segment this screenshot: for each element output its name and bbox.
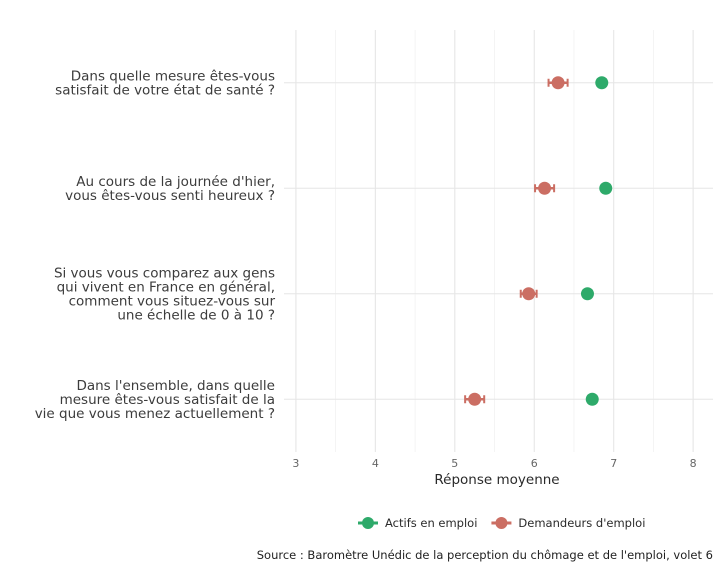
y-axis-labels: Dans quelle mesure êtes-vous satisfait de…	[35, 68, 276, 422]
x-tick-label: 8	[690, 457, 697, 470]
grid	[284, 30, 713, 452]
legend-label: Actifs en emploi	[385, 516, 477, 530]
data-point	[538, 181, 552, 195]
legend-key-dot	[495, 517, 508, 529]
y-axis-label-line: Dans quelle mesure êtes-vous	[71, 68, 275, 84]
x-axis-title: Réponse moyenne	[434, 472, 559, 488]
data-point	[522, 287, 536, 301]
legend-label: Demandeurs d'emploi	[518, 516, 645, 530]
data-point	[468, 392, 482, 406]
legend-key-dot	[362, 517, 374, 529]
y-axis-label-line: satisfait de votre état de santé ?	[55, 82, 275, 98]
y-axis-label: Dans quelle mesure êtes-vous satisfait de…	[55, 68, 275, 98]
y-axis-label: Dans l'ensemble, dans quelle mesure êtes-…	[35, 378, 275, 422]
y-axis-label: Au cours de la journée d'hier, vous êtes-…	[65, 174, 275, 204]
legend: Actifs en emploi Demandeurs d'emploi	[358, 516, 645, 530]
data-point	[585, 392, 599, 406]
data-marks	[464, 76, 613, 406]
data-point	[599, 181, 613, 195]
data-point	[551, 76, 565, 90]
y-axis-label-line: Au cours de la journée d'hier,	[76, 174, 275, 190]
y-axis-label-line: vie que vous menez actuellement ?	[35, 406, 275, 422]
y-axis-label: Si vous vous comparez aux gens qui vivent…	[54, 265, 276, 323]
x-tick-label: 5	[451, 457, 458, 470]
x-tick-label: 6	[531, 457, 538, 470]
y-axis-label-line: mesure êtes-vous satisfait de la	[60, 392, 275, 408]
x-axis-ticks: 3 4 5 6 7 8	[292, 457, 696, 470]
y-axis-label-line: vous êtes-vous senti heureux ?	[65, 188, 275, 204]
data-point	[580, 287, 594, 301]
y-axis-label-line: une échelle de 0 à 10 ?	[117, 307, 275, 323]
x-tick-label: 4	[372, 457, 379, 470]
y-axis-label-line: comment vous situez-vous sur	[69, 293, 276, 309]
legend-item: Actifs en emploi	[358, 516, 477, 530]
y-axis-label-line: Si vous vous comparez aux gens	[54, 265, 275, 281]
x-tick-label: 7	[610, 457, 617, 470]
y-axis-label-line: Dans l'ensemble, dans quelle	[76, 378, 275, 394]
legend-item: Demandeurs d'emploi	[491, 516, 645, 530]
data-point	[595, 76, 609, 90]
x-tick-label: 3	[292, 457, 299, 470]
source-note: Source : Baromètre Unédic de la percepti…	[257, 548, 713, 562]
y-axis-label-line: qui vivent en France en général,	[57, 279, 275, 295]
